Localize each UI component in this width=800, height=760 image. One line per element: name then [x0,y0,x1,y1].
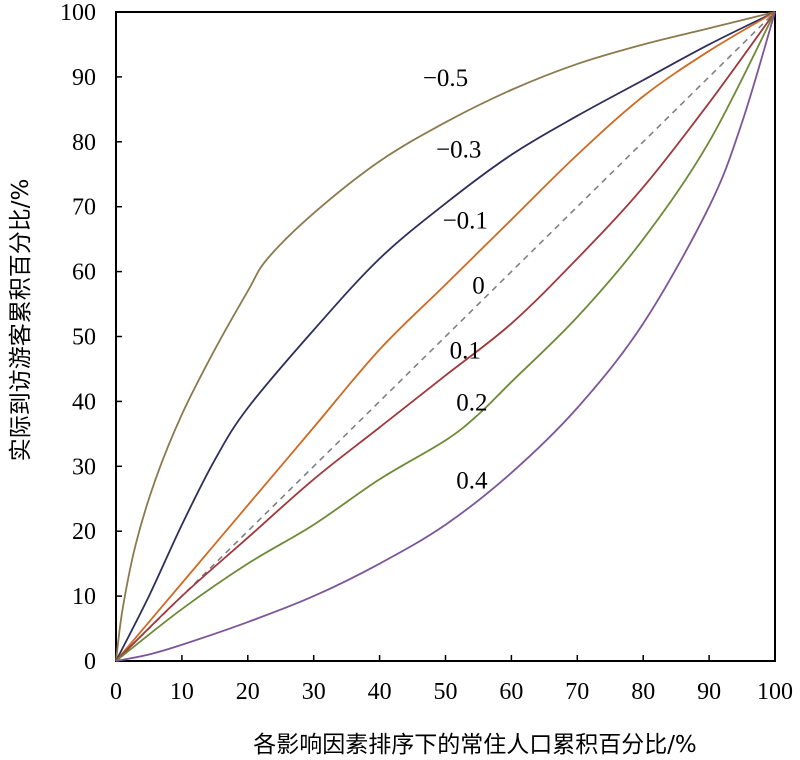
y-tick-label: 0 [84,649,96,675]
curve-labels: −0.5 −0.3 −0.1 0 0.1 0.2 0.4 [423,65,488,494]
x-tick-label: 100 [757,679,793,705]
series-line-2 [115,11,776,662]
x-tick-label: 50 [434,679,458,705]
y-tick-label: 50 [72,325,96,351]
y-axis-title: 实际到访游客累积百分比/% [8,179,34,462]
y-tick-label: 70 [72,195,96,221]
x-tick-label: 30 [302,679,326,705]
curve-label: −0.1 [443,208,488,235]
series-line-3 [115,11,776,662]
y-tick-label: 80 [72,130,96,156]
y-tick-label: 40 [72,389,96,415]
curve-label: 0.2 [456,389,487,416]
y-tick-label: 90 [72,65,96,91]
y-tick-label: 30 [72,454,96,480]
axes: 0 10 20 30 40 50 60 70 80 90 100 0 10 20 30 40 50 60 70 80 9… [60,0,793,705]
x-tick-label: 20 [236,679,260,705]
series-line-5 [115,11,776,662]
curve-label: 0.4 [456,467,488,494]
x-tick-label: 80 [631,679,655,705]
y-tick-label: 100 [60,0,96,26]
curve-label: −0.5 [423,65,468,92]
y-tick-label: 20 [72,519,96,545]
series-lines [115,11,776,662]
y-tick-label: 10 [72,584,96,610]
x-tick-label: 0 [110,679,122,705]
curve-label: 0 [472,273,485,300]
y-tick-label: 60 [72,260,96,286]
series-line-4 [115,11,776,662]
curve-label: 0.1 [450,337,481,364]
x-axis-title: 各影响因素排序下的常住人口累积百分比/% [253,732,697,758]
curve-label: −0.3 [436,136,481,163]
reference-line [115,11,776,662]
x-tick-label: 40 [368,679,392,705]
x-tick-label: 10 [170,679,194,705]
series-line-6 [115,11,776,662]
x-tick-label: 90 [697,679,721,705]
x-tick-label: 60 [499,679,523,705]
x-tick-label: 70 [565,679,589,705]
series-line-1 [115,11,776,662]
